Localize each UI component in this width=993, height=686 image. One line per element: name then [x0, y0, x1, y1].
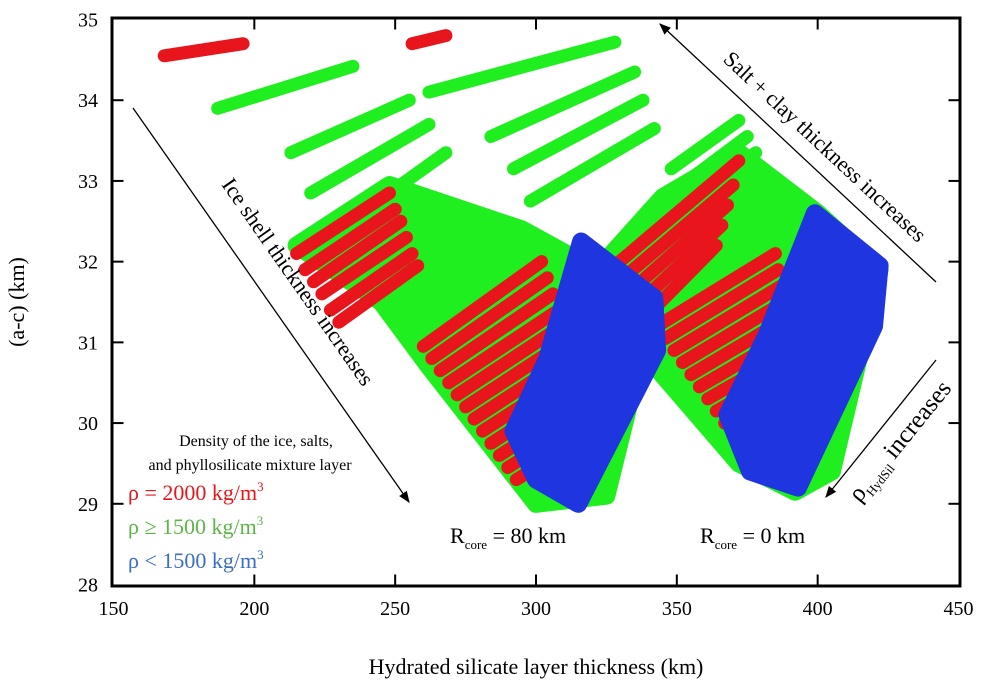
legend-entry-ge-1500: ρ ≥ 1500 kg/m3 [128, 513, 263, 539]
point-line-2 [307, 214, 408, 289]
point-line-5 [650, 247, 782, 333]
ice-shell-arrow [132, 107, 410, 503]
legend-rho: ρ [128, 548, 139, 573]
point-line-7 [523, 122, 661, 208]
point-line-7 [425, 271, 554, 365]
point-line-9 [442, 303, 565, 390]
point-line-3 [315, 230, 413, 301]
x-tick-label: 300 [521, 598, 551, 620]
y-tick-label: 35 [78, 10, 98, 32]
x-axis-title: Hydrated silicate layer thickness (km) [369, 654, 704, 679]
point-line-4 [422, 35, 622, 99]
point-line-2 [304, 117, 436, 200]
point-line-1 [298, 202, 402, 277]
legend-rho: ρ [128, 514, 139, 539]
series-7 [718, 204, 889, 497]
rcore-80-value: = 80 km [487, 523, 566, 548]
x-tick-label: 350 [662, 598, 692, 620]
y-tick-label: 32 [78, 252, 98, 274]
y-tick-label: 28 [78, 575, 98, 597]
point-line-0 [157, 37, 250, 63]
rcore-80-label: Rcore = 80 km [450, 523, 566, 552]
point-line-6 [659, 263, 785, 345]
density-band [718, 204, 889, 497]
point-line-0 [608, 154, 746, 273]
legend-title-line-2: and phyllosilicate mixture layer [148, 457, 352, 474]
y-tick-label: 29 [78, 494, 98, 516]
y-tick-label: 31 [78, 332, 98, 354]
point-line-5 [484, 65, 642, 143]
y-tick-label: 30 [78, 413, 98, 435]
legend-relation: = 2000 kg/m [139, 480, 257, 505]
legend-relation: ≥ 1500 kg/m [139, 514, 257, 539]
legend-rho: ρ [128, 480, 139, 505]
data-layer [157, 29, 889, 513]
point-line-1 [405, 29, 453, 51]
rho-hydsil-annotation: ρHydSil increases [843, 376, 959, 509]
density-band [504, 232, 667, 513]
point-line-2 [625, 198, 734, 297]
rcore-80-sub: core [465, 537, 488, 552]
plot-frame [110, 16, 962, 588]
x-tick-label: 200 [239, 598, 269, 620]
point-line-6 [507, 93, 650, 176]
point-line-4 [323, 247, 419, 317]
y-tick-label: 33 [78, 171, 98, 193]
point-line-7 [667, 279, 788, 357]
point-line-0 [290, 186, 396, 261]
point-line-8 [433, 287, 560, 378]
point-line-0 [664, 113, 746, 176]
y-axis-title: (a-c) (km) [4, 257, 29, 347]
point-line-1 [284, 93, 416, 160]
legend-entry-lt-1500: ρ < 1500 kg/m3 [128, 547, 264, 573]
series-3 [504, 232, 667, 513]
y-tick-label: 34 [78, 90, 98, 112]
legend-title-line-1: Density of the ice, salts, [179, 433, 333, 450]
legend-exponent: 3 [257, 479, 264, 494]
x-tick-label: 250 [380, 598, 410, 620]
rcore-0-r: R [700, 523, 715, 548]
x-tick-label: 400 [803, 598, 833, 620]
rcore-0-label: Rcore = 0 km [700, 523, 805, 552]
point-line-6 [416, 255, 549, 353]
legend: Density of the ice, salts, and phyllosil… [128, 433, 352, 573]
legend-entry-2000: ρ = 2000 kg/m3 [128, 479, 264, 505]
legend-exponent: 3 [257, 547, 264, 562]
legend-relation: < 1500 kg/m [139, 548, 257, 573]
rho-hydsil-arrow [825, 359, 937, 498]
point-line-5 [332, 259, 425, 329]
x-tick-label: 450 [944, 598, 974, 620]
x-tick-label: 150 [99, 598, 129, 620]
rcore-0-value: = 0 km [737, 523, 805, 548]
legend-exponent: 3 [257, 513, 264, 528]
series-8 [157, 29, 453, 63]
rcore-0-sub: core [715, 537, 738, 552]
salt-clay-arrow [659, 23, 937, 283]
point-line-0 [211, 59, 360, 115]
rcore-80-r: R [450, 523, 465, 548]
point-line-1 [616, 178, 740, 285]
